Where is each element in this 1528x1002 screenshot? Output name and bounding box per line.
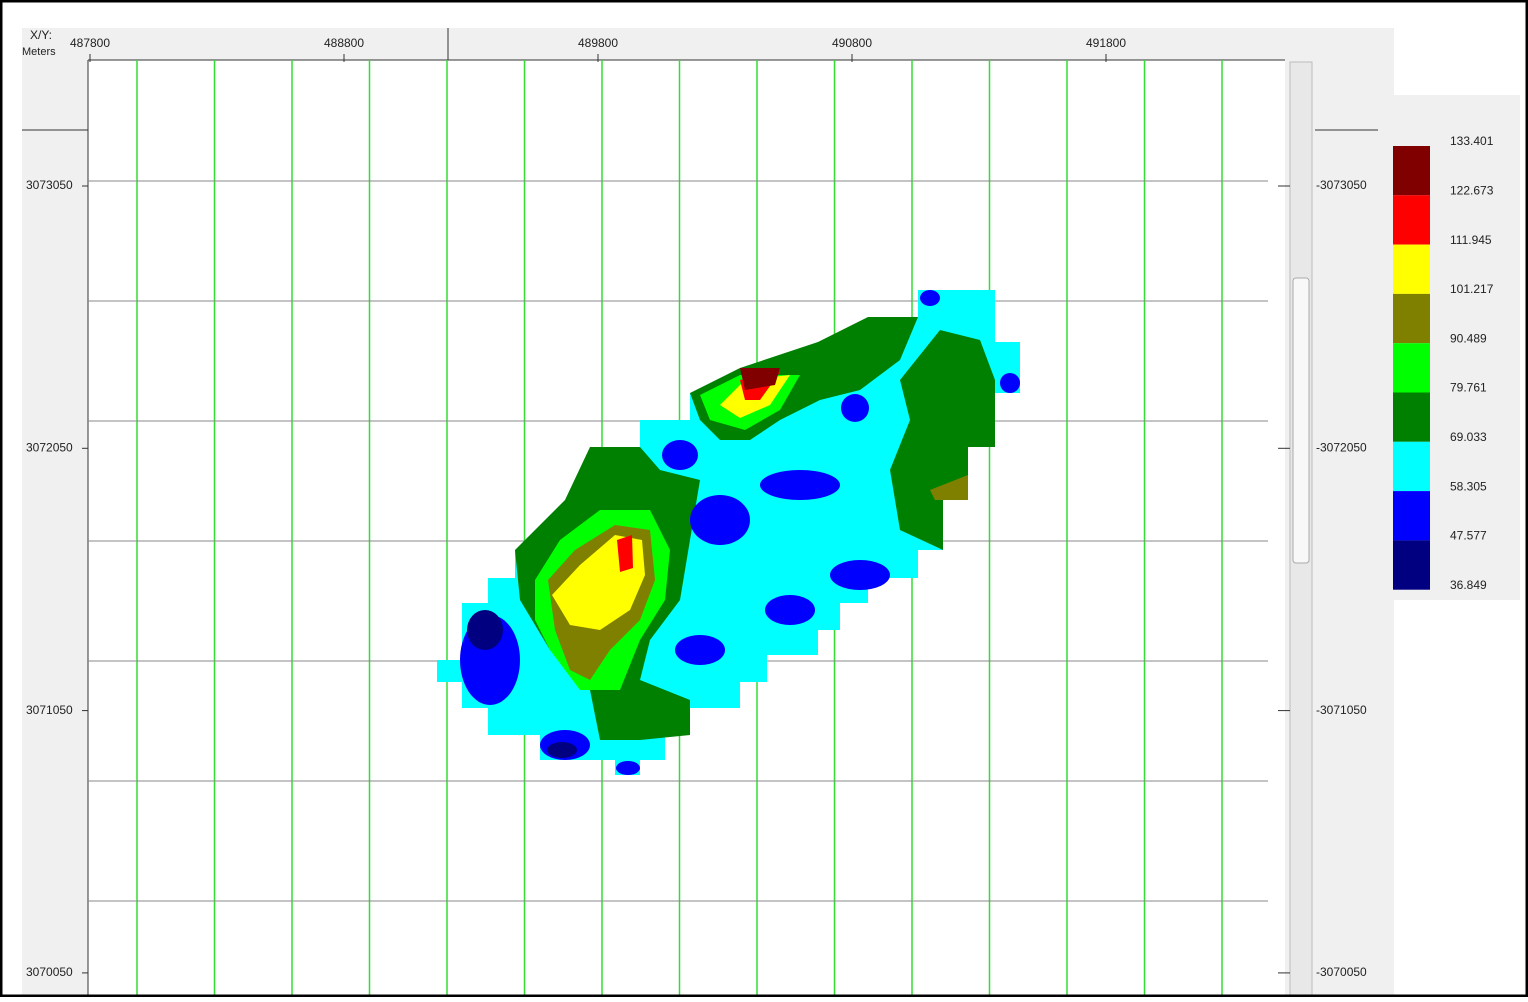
legend-swatch	[1393, 244, 1430, 294]
x-label: 487800	[70, 36, 110, 50]
axis-labels: 487800 488800 489800 490800 491800 3073050 -30…	[26, 36, 1367, 979]
legend-level: 101.217	[1450, 282, 1494, 296]
contour-region	[617, 535, 633, 572]
legend-swatch	[1393, 540, 1430, 590]
contour-region	[1000, 373, 1020, 393]
contour-region	[616, 761, 640, 775]
contour-region	[662, 440, 698, 470]
contour-region	[830, 560, 890, 590]
scroll-thumb[interactable]	[1292, 277, 1310, 564]
legend-level: 36.849	[1450, 578, 1487, 592]
x-label: 490800	[832, 36, 872, 50]
contour-region	[760, 470, 840, 500]
y-label-left: 3072050	[26, 440, 73, 454]
y-label-right: -3073050	[1316, 178, 1367, 192]
legend-level: 133.401	[1450, 134, 1494, 148]
legend-level: 90.489	[1450, 331, 1487, 345]
legend-swatch	[1393, 343, 1430, 393]
legend: 133.401 122.673 111.945 101.217 90.489 79.761…	[1393, 134, 1494, 592]
legend-level: 79.761	[1450, 381, 1487, 395]
legend-level: 111.945	[1450, 233, 1492, 247]
y-label-left: 3071050	[26, 703, 73, 717]
contour-region	[841, 394, 869, 422]
legend-level: 69.033	[1450, 430, 1487, 444]
contour-region	[547, 742, 577, 758]
y-label-right: -3071050	[1316, 703, 1367, 717]
y-label-left: 3073050	[26, 178, 73, 192]
legend-swatch	[1393, 293, 1430, 344]
units-label: Meters	[22, 46, 56, 58]
legend-swatch	[1393, 146, 1430, 196]
contour-region	[740, 368, 780, 390]
y-label-left: 3070050	[26, 965, 73, 979]
y-label-right: -3070050	[1316, 965, 1367, 979]
legend-swatch	[1393, 392, 1430, 442]
contour-region	[920, 290, 940, 306]
contour-region	[690, 495, 750, 545]
corner-label: X/Y:	[30, 28, 52, 42]
x-label: 488800	[324, 36, 364, 50]
legend-swatch	[1393, 491, 1430, 541]
contour-region	[765, 595, 815, 625]
legend-level: 47.577	[1450, 529, 1487, 543]
legend-level: 122.673	[1450, 183, 1494, 197]
contour-region	[675, 635, 725, 665]
x-label: 489800	[578, 36, 618, 50]
contour-fill	[437, 290, 1020, 775]
y-label-right: -3072050	[1316, 440, 1367, 454]
legend-swatch	[1393, 195, 1430, 245]
contour-region	[467, 610, 503, 650]
x-label: 491800	[1086, 36, 1126, 50]
legend-swatch	[1393, 441, 1430, 492]
legend-level: 58.305	[1450, 479, 1487, 493]
contour-region	[930, 475, 968, 500]
contour-region	[890, 330, 995, 550]
